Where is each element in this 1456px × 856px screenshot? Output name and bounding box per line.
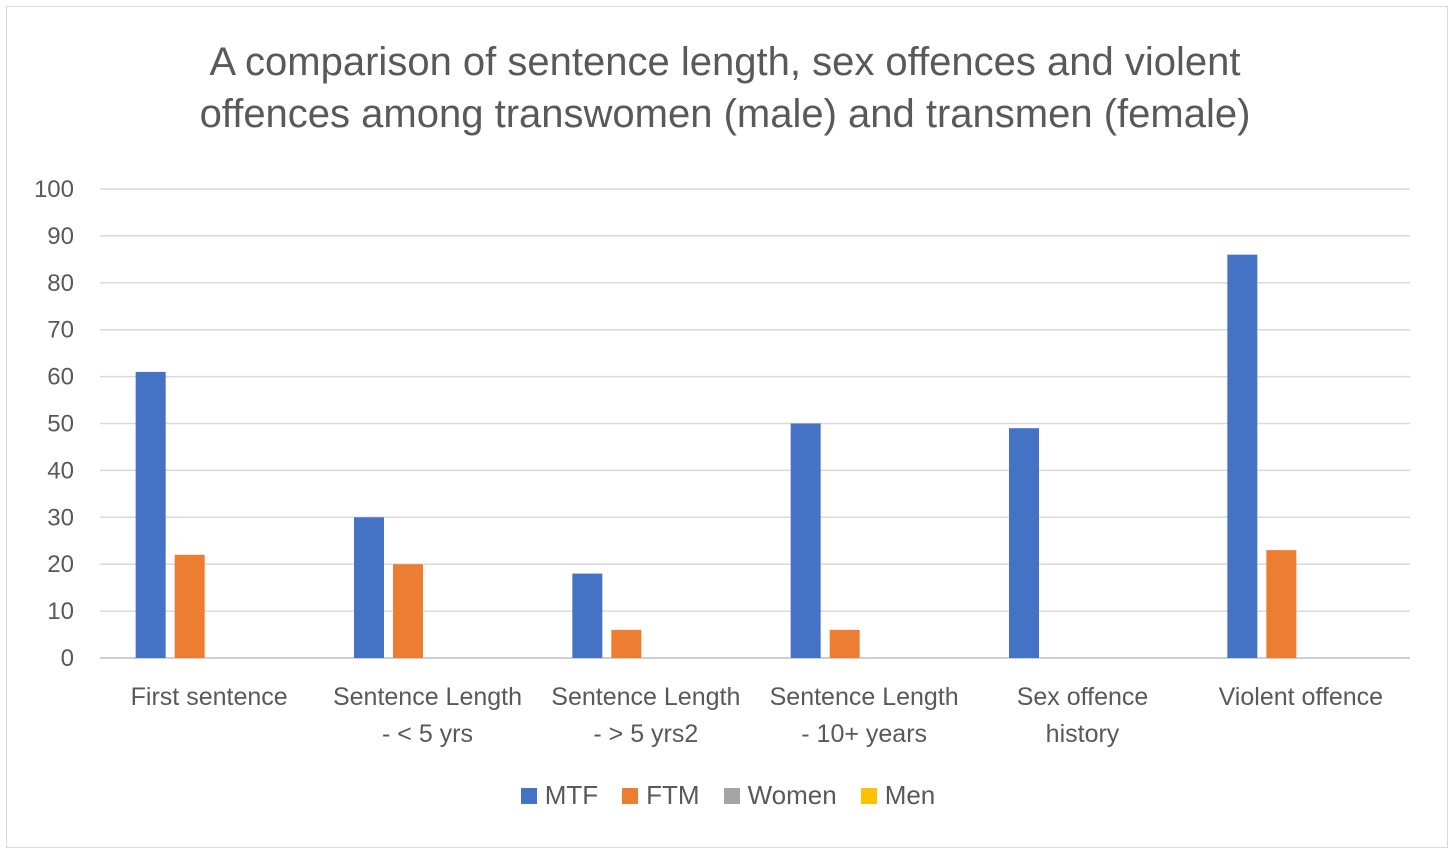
y-tick-label: 20 bbox=[47, 551, 74, 578]
chart-title-line-1: A comparison of sentence length, sex off… bbox=[209, 40, 1241, 84]
y-tick-label: 0 bbox=[61, 645, 74, 672]
y-tick-label: 60 bbox=[47, 364, 74, 391]
legend-label: MTF bbox=[544, 780, 599, 810]
x-tick-label: Sentence Length bbox=[333, 683, 522, 711]
y-tick-label: 30 bbox=[47, 504, 74, 531]
legend-label: FTM bbox=[646, 780, 700, 810]
x-tick-label: First sentence bbox=[131, 683, 288, 711]
legend-item-men: Men bbox=[860, 780, 936, 811]
y-tick-label: 70 bbox=[47, 317, 74, 344]
y-tick-label: 50 bbox=[47, 411, 74, 438]
legend-item-ftm: FTM bbox=[622, 780, 700, 811]
legend-label: Men bbox=[884, 780, 936, 810]
y-tick-label: 100 bbox=[34, 176, 74, 203]
bar-mtf-4 bbox=[1009, 428, 1039, 658]
x-tick-label: Sentence Length bbox=[551, 683, 740, 711]
legend-swatch bbox=[860, 787, 877, 804]
x-tick-label: - < 5 yrs bbox=[382, 720, 473, 748]
chart-legend: MTF FTM Women Men bbox=[0, 780, 1456, 811]
bar-mtf-5 bbox=[1227, 254, 1258, 658]
legend-label: Women bbox=[747, 780, 837, 810]
bar-ftm-2 bbox=[611, 629, 642, 658]
chart-title-line-2: offences among transwomen (male) and tra… bbox=[199, 92, 1251, 136]
chart-frame bbox=[6, 6, 1448, 848]
y-tick-label: 10 bbox=[47, 598, 74, 625]
legend-swatch bbox=[723, 787, 740, 804]
bar-mtf-0 bbox=[135, 371, 166, 658]
x-tick-label: Sex offence bbox=[1017, 683, 1149, 711]
y-tick-label: 80 bbox=[47, 270, 74, 297]
x-tick-label: - > 5 yrs2 bbox=[593, 720, 698, 748]
y-tick-label: 90 bbox=[47, 223, 74, 250]
x-tick-label: Violent offence bbox=[1219, 683, 1384, 711]
legend-item-women: Women bbox=[723, 780, 837, 811]
bar-mtf-1 bbox=[354, 517, 384, 658]
y-tick-label: 40 bbox=[47, 457, 74, 484]
legend-swatch bbox=[622, 787, 639, 804]
bar-mtf-2 bbox=[572, 573, 603, 658]
bar-ftm-3 bbox=[829, 629, 860, 658]
bar-mtf-3 bbox=[790, 423, 821, 658]
x-tick-label: - 10+ years bbox=[801, 720, 927, 748]
bar-ftm-1 bbox=[393, 564, 423, 658]
legend-swatch bbox=[520, 787, 537, 804]
bar-ftm-5 bbox=[1266, 550, 1297, 658]
x-tick-label: Sentence Length bbox=[770, 683, 959, 711]
bar-ftm-0 bbox=[174, 554, 205, 658]
x-tick-label: history bbox=[1046, 720, 1120, 748]
chart-title: A comparison of sentence length, sex off… bbox=[150, 36, 1300, 140]
legend-item-mtf: MTF bbox=[520, 780, 599, 811]
